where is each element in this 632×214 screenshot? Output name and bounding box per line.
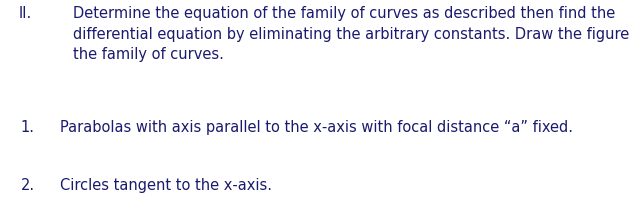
Text: Parabolas with axis parallel to the x-axis with focal distance “a” fixed.: Parabolas with axis parallel to the x-ax… xyxy=(60,120,573,135)
Text: 1.: 1. xyxy=(21,120,35,135)
Text: II.: II. xyxy=(19,6,32,21)
Text: Circles tangent to the x-axis.: Circles tangent to the x-axis. xyxy=(60,178,272,193)
Text: 2.: 2. xyxy=(21,178,35,193)
Text: Determine the equation of the family of curves as described then find the
differ: Determine the equation of the family of … xyxy=(73,6,632,62)
